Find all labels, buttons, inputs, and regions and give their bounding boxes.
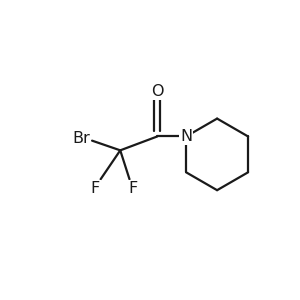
Text: F: F [90,181,100,196]
Text: N: N [180,129,192,144]
Text: Br: Br [72,131,90,146]
Text: O: O [151,84,164,99]
Text: F: F [128,181,138,196]
